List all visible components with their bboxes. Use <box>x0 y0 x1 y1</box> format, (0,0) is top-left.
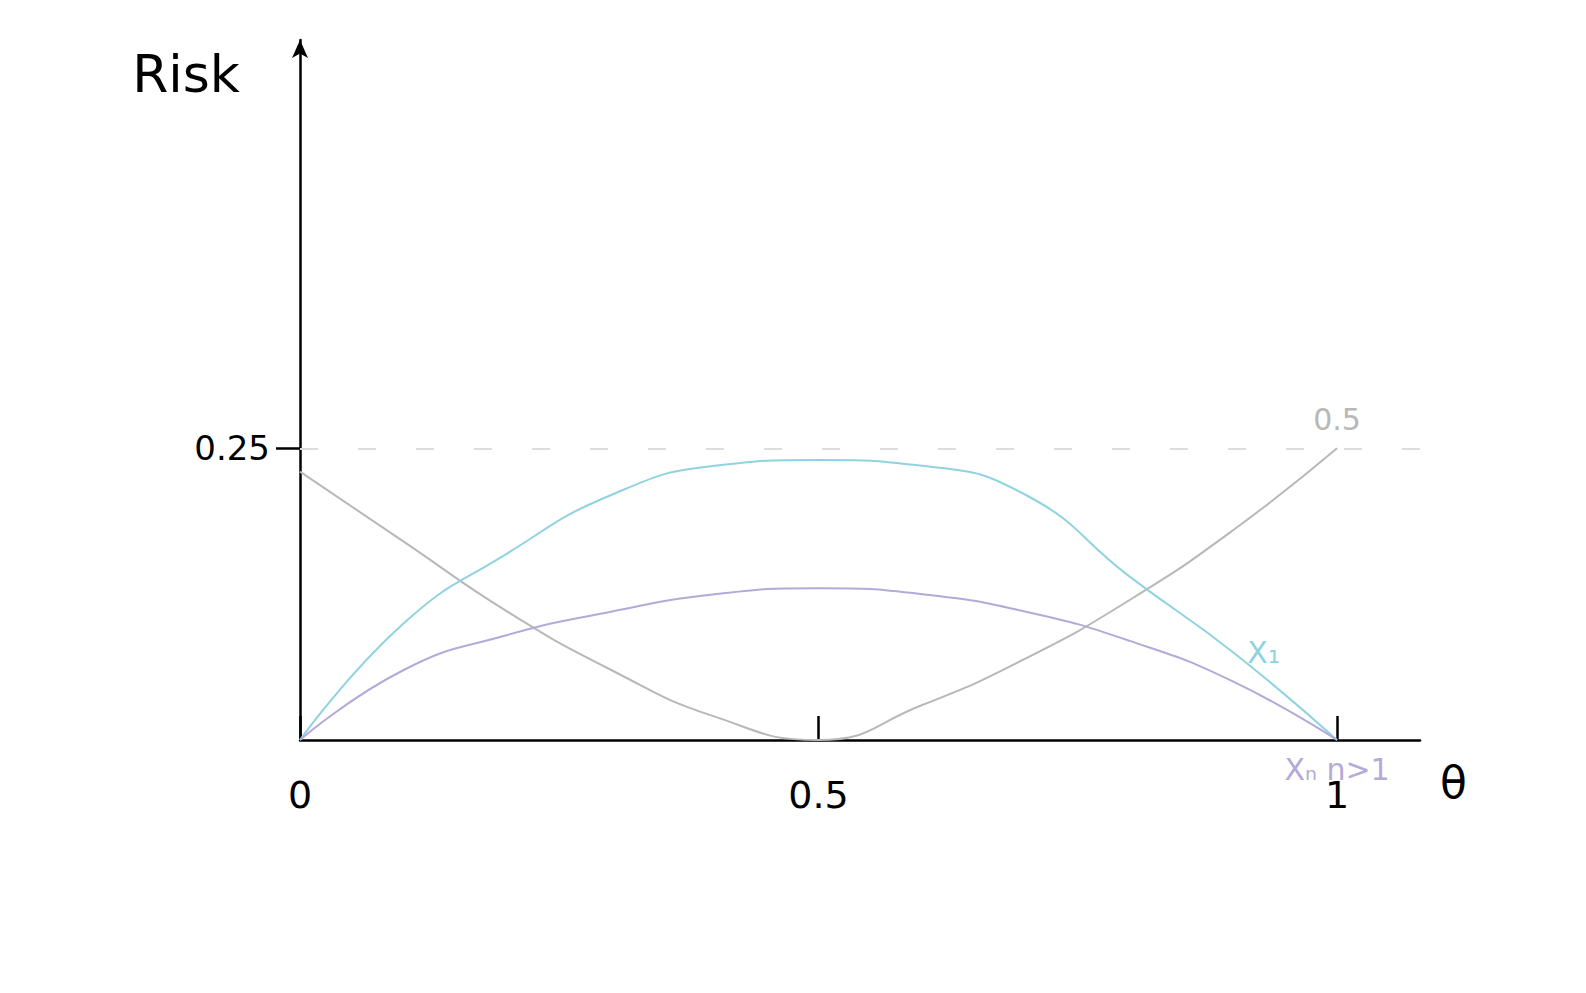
svg-text:0.25: 0.25 <box>194 428 270 468</box>
svg-text:θ: θ <box>1440 757 1467 808</box>
svg-text:X₁: X₁ <box>1247 635 1280 670</box>
svg-text:1: 1 <box>1324 773 1350 817</box>
svg-text:0.5: 0.5 <box>1313 402 1361 437</box>
svg-text:0: 0 <box>288 773 312 817</box>
svg-text:0.5: 0.5 <box>788 773 848 817</box>
svg-text:Risk: Risk <box>132 44 240 104</box>
svg-text:Xₙ n>1: Xₙ n>1 <box>1284 752 1389 787</box>
